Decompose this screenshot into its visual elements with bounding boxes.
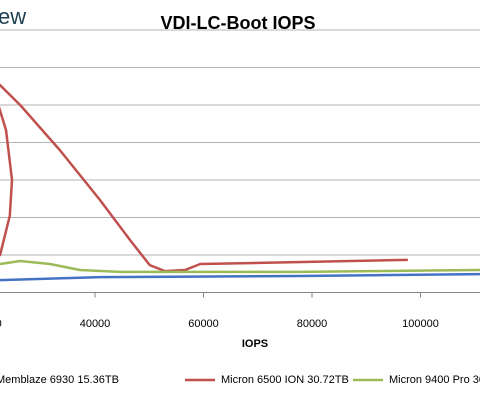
x-tick-label: 40000 bbox=[80, 318, 111, 330]
logo: ew bbox=[0, 4, 26, 29]
x-tick-label: 20000 bbox=[0, 318, 2, 330]
legend-label: Micron 9400 Pro 30.72TB bbox=[389, 374, 480, 386]
legend-label: Micron 6500 ION 30.72TB bbox=[221, 374, 349, 386]
x-tick-label: 80000 bbox=[297, 318, 328, 330]
series-line bbox=[0, 259, 480, 274]
chart-title: VDI-LC-Boot IOPS bbox=[161, 13, 316, 33]
x-tick-label: 100000 bbox=[402, 318, 439, 330]
legend-label: Memblaze 6930 15.36TB bbox=[0, 374, 119, 386]
series-line bbox=[0, 272, 480, 282]
x-axis-title: IOPS bbox=[242, 338, 268, 350]
series-line bbox=[0, 83, 409, 273]
x-tick-label: 60000 bbox=[188, 318, 219, 330]
